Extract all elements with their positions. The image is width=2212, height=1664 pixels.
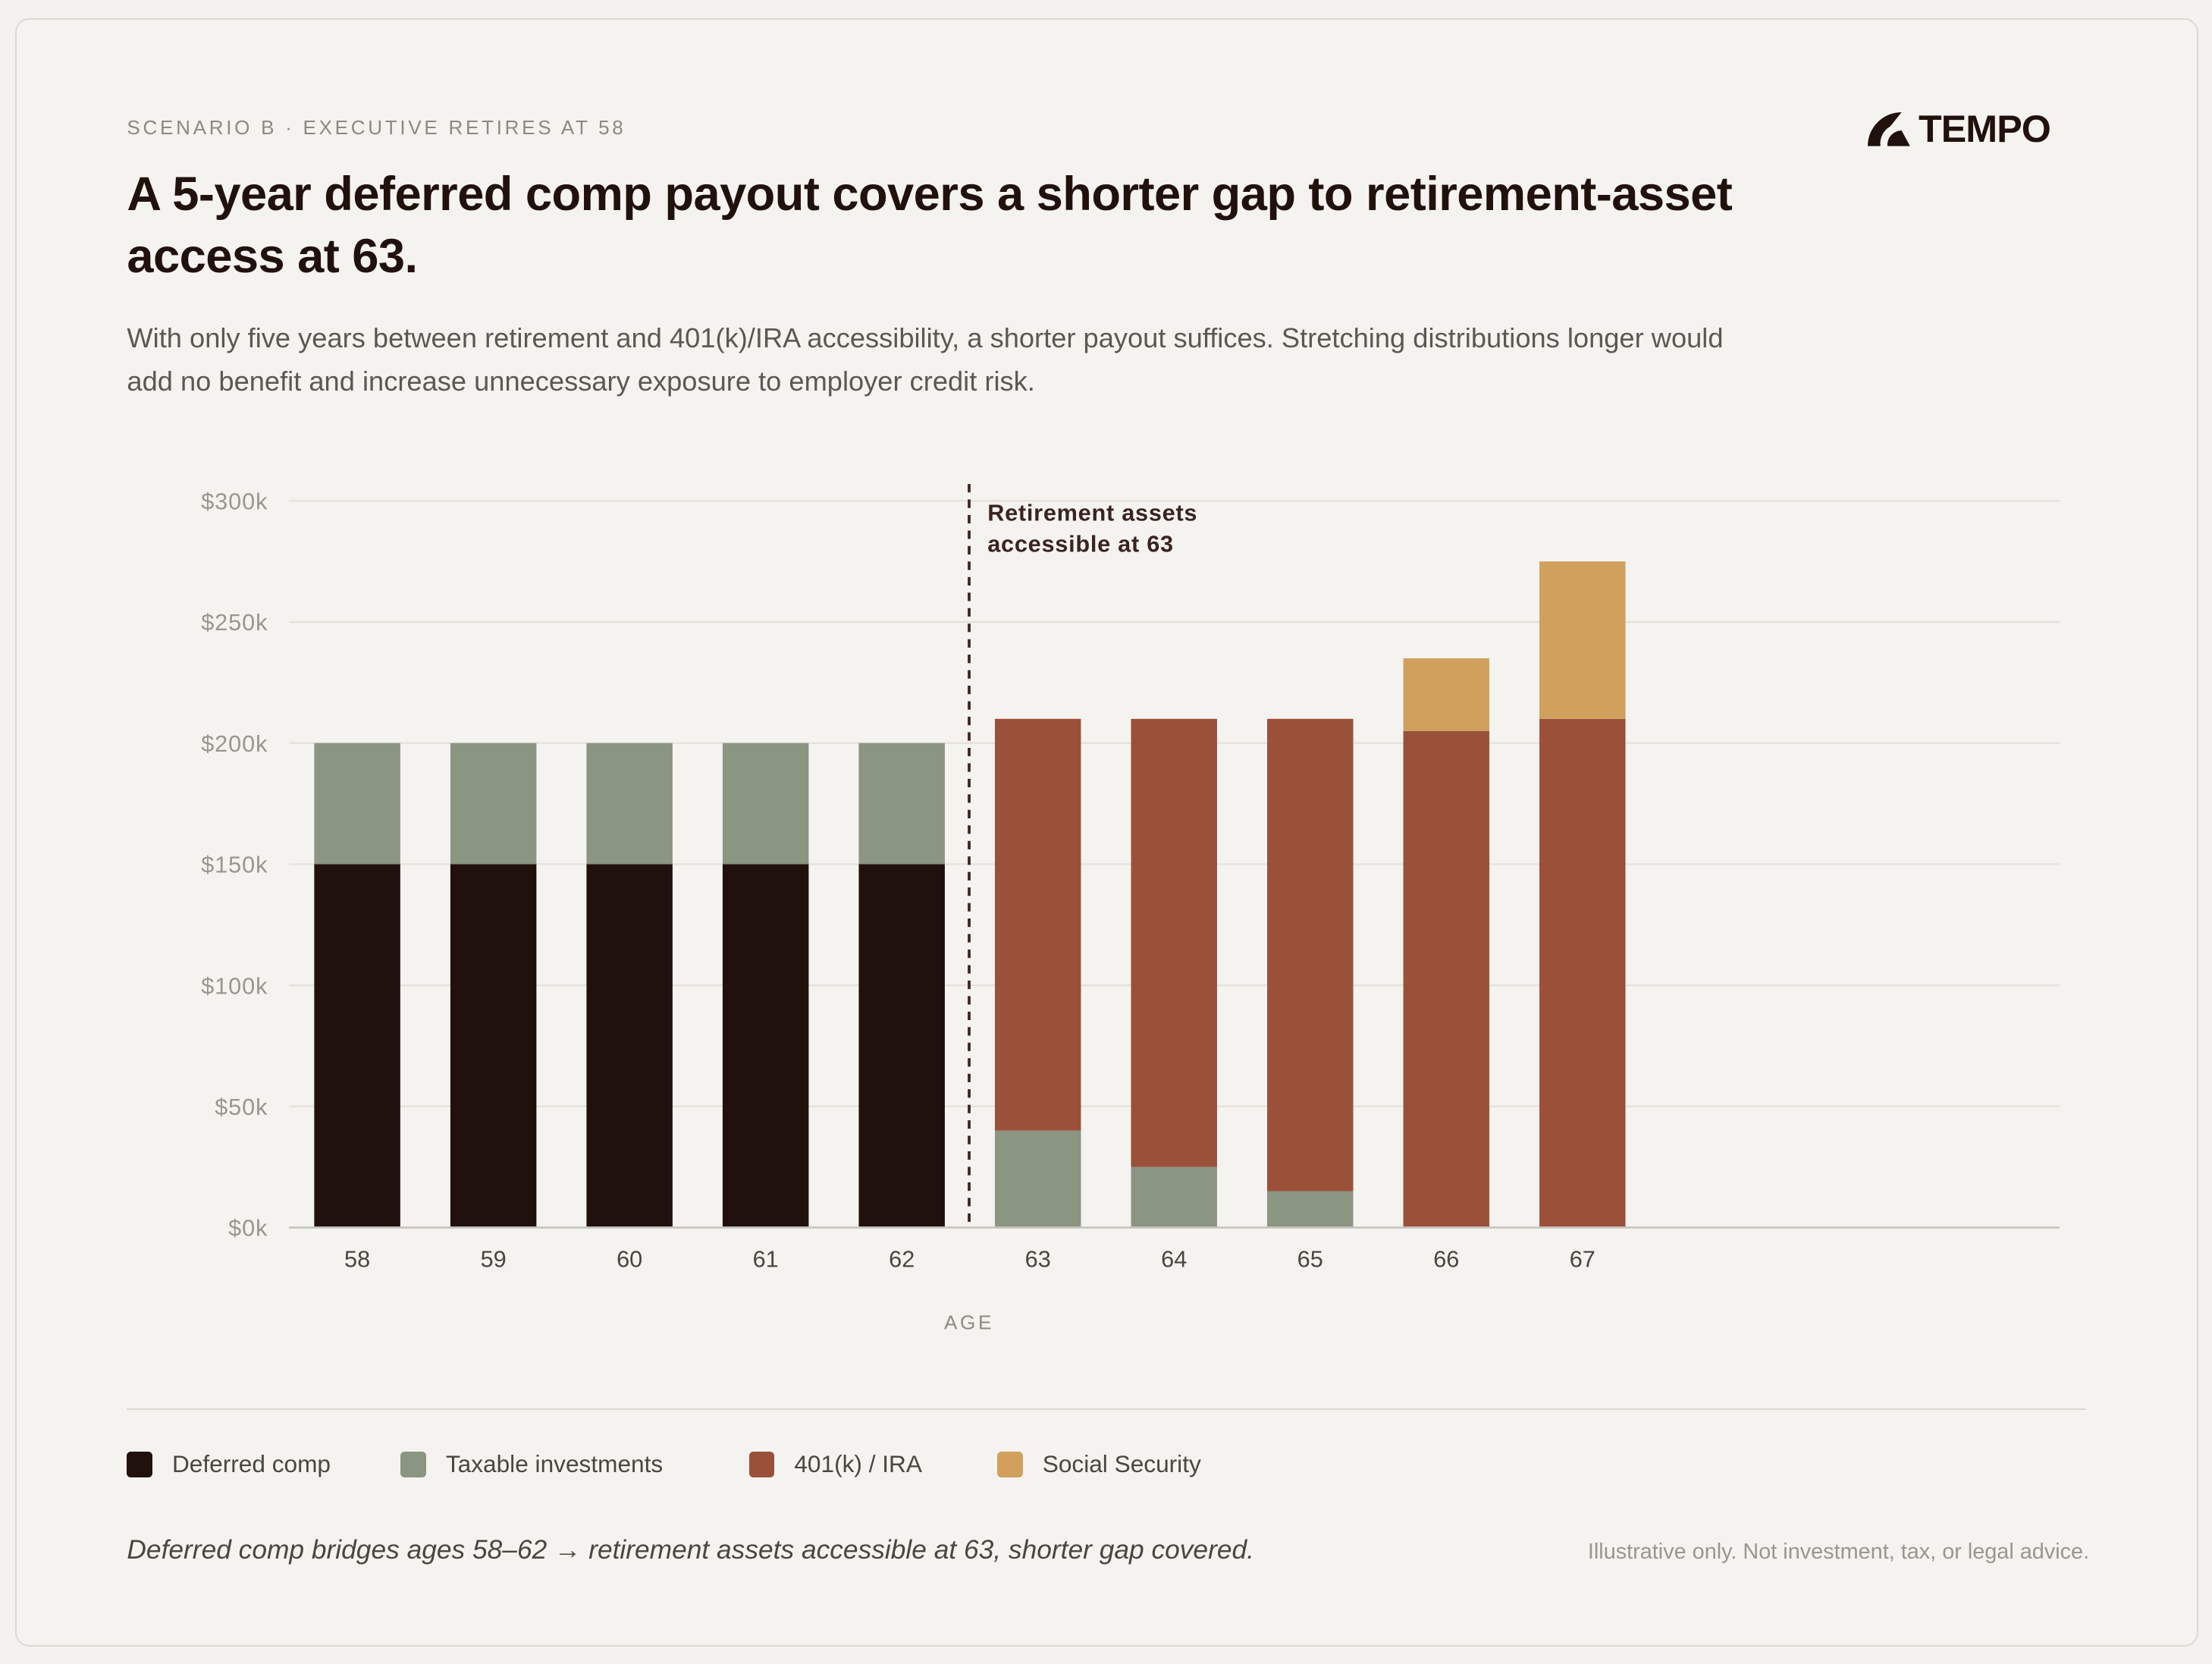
bar-segment xyxy=(1403,658,1490,731)
x-tick-label: 65 xyxy=(1297,1246,1323,1273)
x-tick-label: 67 xyxy=(1570,1246,1595,1273)
bar-segment xyxy=(722,864,809,1228)
legend-swatch xyxy=(748,1452,775,1477)
bar-segment xyxy=(586,743,673,865)
y-tick-label: $0k xyxy=(228,1215,268,1242)
bar-segment xyxy=(858,743,945,865)
chart-subtitle: With only five years between retirement … xyxy=(127,322,1724,397)
bar-segment xyxy=(1267,718,1354,1191)
bar-segment xyxy=(586,864,673,1228)
legend-swatch xyxy=(997,1452,1023,1477)
legend-item: 401(k) / IRA xyxy=(748,1450,922,1478)
y-tick-label: $50k xyxy=(215,1094,268,1120)
bar-segment xyxy=(1131,718,1217,1167)
x-axis-label: AGE xyxy=(944,1311,994,1333)
bar-segment xyxy=(994,1130,1081,1228)
bar-segment xyxy=(314,743,400,865)
legend-label: Deferred comp xyxy=(171,1450,331,1478)
legend-swatch xyxy=(400,1452,426,1477)
legend-swatch xyxy=(127,1452,152,1477)
bar-segment xyxy=(1403,730,1490,1228)
logo-mark-icon xyxy=(1868,112,1910,146)
x-tick-label: 58 xyxy=(344,1246,370,1273)
legend-item: Deferred comp xyxy=(127,1450,331,1478)
bar-segment xyxy=(314,864,400,1228)
eyebrow: SCENARIO B · EXECUTIVE RETIRES AT 58 xyxy=(127,115,626,139)
legend-label: Taxable investments xyxy=(445,1450,664,1478)
bar-segment xyxy=(1267,1191,1354,1228)
x-tick-label: 62 xyxy=(889,1246,915,1273)
x-tick-label: 63 xyxy=(1025,1246,1051,1273)
y-tick-label: $200k xyxy=(201,730,268,757)
divider xyxy=(127,1408,2087,1411)
bar-segment xyxy=(1539,561,1626,719)
legend-label: Social Security xyxy=(1042,1450,1201,1478)
legend-item: Taxable investments xyxy=(400,1450,663,1478)
bar-segment xyxy=(450,743,537,865)
x-tick-label: 66 xyxy=(1433,1246,1459,1273)
y-tick-label: $250k xyxy=(201,609,268,636)
brand-logo: TEMPO xyxy=(1868,107,2051,151)
bar-segment xyxy=(994,718,1081,1131)
x-tick-label: 60 xyxy=(617,1246,642,1273)
bar-segment xyxy=(450,864,537,1228)
bar-segment xyxy=(858,864,945,1228)
footnote: Deferred comp bridges ages 58–62 → retir… xyxy=(127,1535,1254,1565)
legend-label: 401(k) / IRA xyxy=(794,1450,922,1478)
x-tick-label: 59 xyxy=(481,1246,507,1273)
annotation-text: accessible at 63 xyxy=(987,530,1174,557)
y-tick-label: $100k xyxy=(201,972,268,999)
y-tick-label: $300k xyxy=(201,488,268,515)
x-tick-label: 61 xyxy=(753,1246,779,1273)
disclaimer: Illustrative only. Not investment, tax, … xyxy=(1587,1539,2090,1564)
y-tick-label: $150k xyxy=(201,852,268,878)
bar-segment xyxy=(722,743,809,865)
brand-name: TEMPO xyxy=(1919,108,2051,151)
x-tick-label: 64 xyxy=(1161,1246,1187,1273)
bar-segment xyxy=(1131,1166,1217,1228)
bar-segment xyxy=(1539,718,1626,1228)
legend-item: Social Security xyxy=(997,1450,1201,1478)
stacked-bar-chart: $0k $50k $100k $150k $200k $250k $300k 58 59 60 61… xyxy=(201,484,2060,1333)
chart-title: A 5-year deferred comp payout covers a s… xyxy=(127,167,1733,283)
annotation-text: Retirement assets xyxy=(987,499,1197,526)
